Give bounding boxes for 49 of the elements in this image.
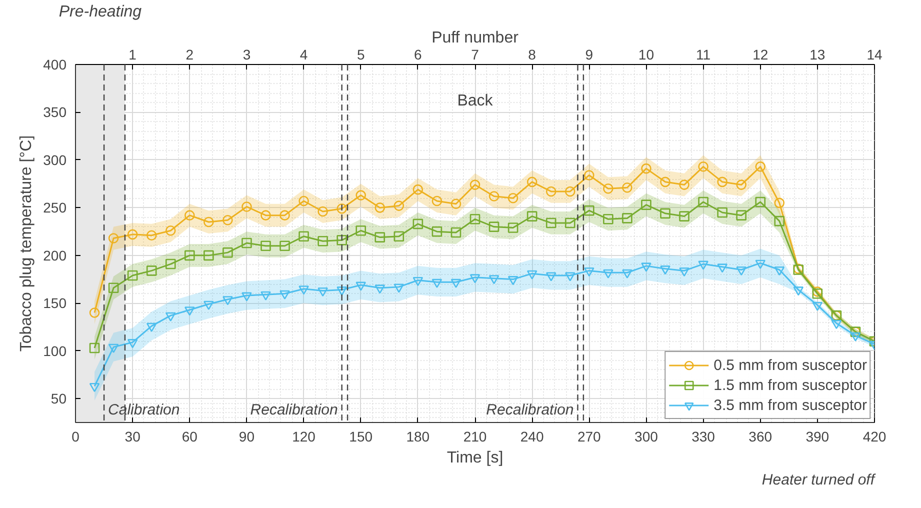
x-tick-label: 330: [692, 428, 716, 444]
x-tick-label: 390: [806, 428, 830, 444]
ref-line-label: Calibration: [108, 402, 180, 418]
x2-tick-label: 5: [356, 46, 365, 62]
y-tick-label: 150: [43, 295, 67, 312]
x2-tick-label: 2: [186, 46, 194, 62]
x2-tick-label: 13: [810, 46, 826, 62]
x-tick-label: 300: [634, 428, 658, 444]
y-axis-title: Tobacco plug temperature [°C]: [18, 135, 36, 352]
x2-tick-label: 7: [471, 46, 480, 62]
x2-tick-label: 3: [242, 46, 251, 62]
x2-tick-label: 11: [696, 46, 711, 62]
x-tick-label: 0: [72, 428, 80, 444]
x-tick-label: 60: [182, 428, 198, 444]
x-tick-label: 210: [463, 428, 487, 444]
x2-tick-label: 9: [585, 46, 594, 62]
x2-tick-label: 14: [866, 46, 882, 62]
y-tick-label: 350: [43, 104, 67, 120]
legend-label: 1.5 mm from susceptor: [714, 376, 867, 394]
legend-label: 3.5 mm from susceptor: [714, 396, 867, 414]
x2-tick-label: 12: [752, 46, 768, 62]
y-tick-label: 200: [43, 247, 67, 264]
band-label: Pre-heating: [58, 4, 142, 20]
y-tick-label: 250: [43, 200, 67, 216]
x-axis-title: Time [s]: [446, 450, 504, 466]
x2-tick-label: 6: [414, 46, 422, 62]
legend-label: 0.5 mm from susceptor: [714, 356, 867, 374]
y-tick-label: 50: [50, 390, 67, 407]
ref-line-label: Recalibration: [250, 402, 338, 418]
y-tick-label: 100: [43, 342, 67, 359]
text: Heater turned off: [762, 472, 876, 488]
ref-line-label: Recalibration: [486, 402, 574, 418]
x-tick-label: 420: [862, 428, 886, 444]
x2-tick-label: 10: [638, 46, 654, 62]
x2-tick-label: 8: [528, 46, 536, 62]
y-tick-label: 400: [43, 56, 67, 72]
x2-tick-label: 1: [128, 46, 137, 62]
x-tick-label: 240: [520, 428, 544, 444]
x-tick-label: 180: [406, 428, 430, 444]
x-tick-label: 360: [748, 428, 772, 444]
x-tick-label: 270: [577, 428, 602, 444]
x-tick-label: 150: [349, 428, 373, 444]
x-tick-label: 90: [238, 428, 255, 444]
x-tick-label: 30: [124, 428, 141, 444]
text: Back: [457, 92, 494, 110]
x2-tick-label: 4: [300, 46, 308, 62]
x-tick-label: 120: [292, 428, 316, 444]
x2-axis-title: Puff number: [432, 30, 520, 46]
y-tick-label: 300: [43, 152, 67, 168]
